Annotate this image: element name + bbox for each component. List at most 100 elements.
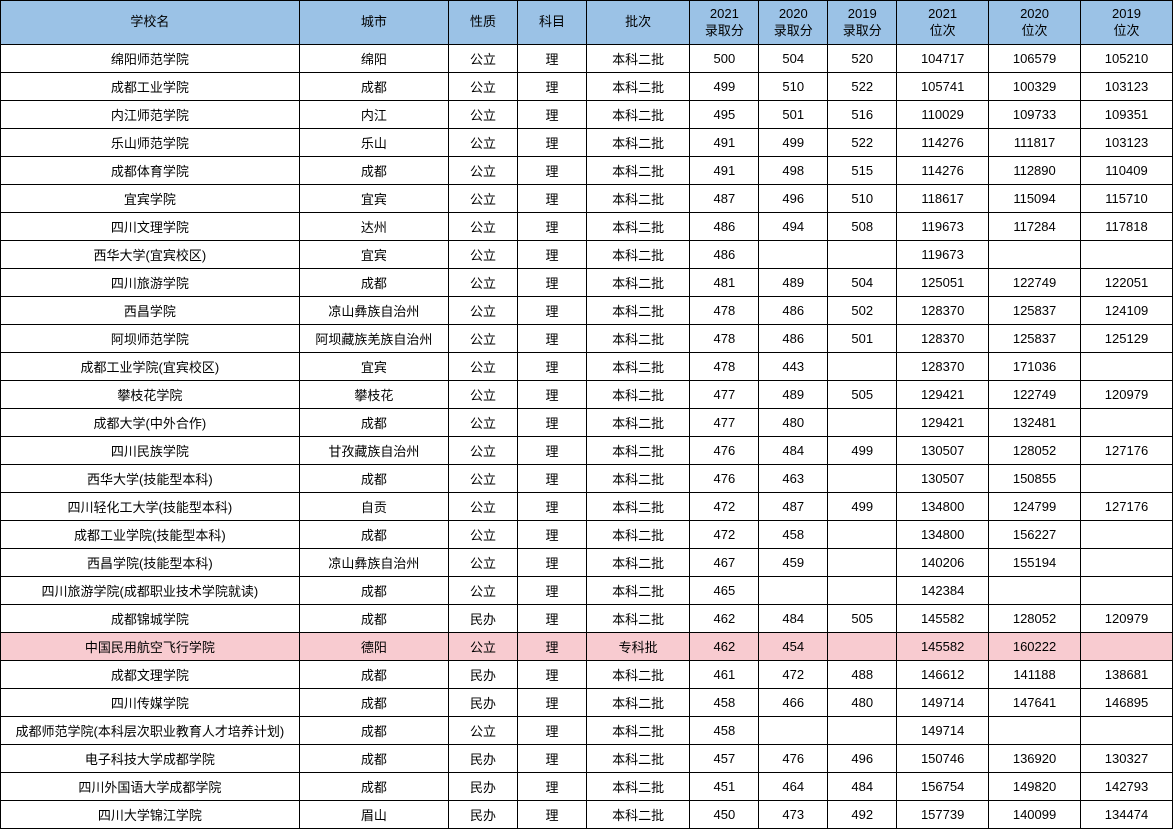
cell-city: 凉山彝族自治州 — [299, 549, 448, 577]
table-row: 西华大学(技能型本科)成都公立理本科二批476463130507150855 — [1, 465, 1173, 493]
cell-score2020: 464 — [759, 773, 828, 801]
cell-subject: 理 — [518, 549, 587, 577]
cell-subject: 理 — [518, 465, 587, 493]
cell-nature: 公立 — [449, 465, 518, 493]
cell-school: 四川外国语大学成都学院 — [1, 773, 300, 801]
cell-school: 成都工业学院(宜宾校区) — [1, 353, 300, 381]
cell-subject: 理 — [518, 773, 587, 801]
cell-score2020: 486 — [759, 325, 828, 353]
cell-score2020: 459 — [759, 549, 828, 577]
cell-nature: 民办 — [449, 605, 518, 633]
cell-score2020: 458 — [759, 521, 828, 549]
cell-rank2021: 129421 — [897, 381, 989, 409]
cell-score2020: 466 — [759, 689, 828, 717]
cell-rank2020: 117284 — [989, 213, 1081, 241]
cell-score2021: 500 — [690, 45, 759, 73]
cell-school: 成都体育学院 — [1, 157, 300, 185]
cell-nature: 公立 — [449, 577, 518, 605]
col-header-score2021: 2021录取分 — [690, 1, 759, 45]
cell-rank2020: 147641 — [989, 689, 1081, 717]
cell-rank2019: 103123 — [1081, 73, 1173, 101]
cell-rank2020: 132481 — [989, 409, 1081, 437]
cell-score2019: 520 — [828, 45, 897, 73]
cell-rank2019: 127176 — [1081, 493, 1173, 521]
cell-rank2019: 127176 — [1081, 437, 1173, 465]
cell-city: 成都 — [299, 745, 448, 773]
cell-nature: 公立 — [449, 297, 518, 325]
cell-rank2021: 145582 — [897, 633, 989, 661]
cell-score2019: 496 — [828, 745, 897, 773]
cell-school: 绵阳师范学院 — [1, 45, 300, 73]
cell-subject: 理 — [518, 269, 587, 297]
cell-subject: 理 — [518, 493, 587, 521]
cell-rank2021: 125051 — [897, 269, 989, 297]
cell-score2019: 499 — [828, 493, 897, 521]
cell-rank2020: 171036 — [989, 353, 1081, 381]
cell-batch: 本科二批 — [586, 185, 689, 213]
cell-batch: 本科二批 — [586, 801, 689, 829]
cell-rank2020 — [989, 577, 1081, 605]
table-row: 攀枝花学院攀枝花公立理本科二批4774895051294211227491209… — [1, 381, 1173, 409]
cell-city: 眉山 — [299, 801, 448, 829]
cell-batch: 本科二批 — [586, 241, 689, 269]
cell-school: 成都文理学院 — [1, 661, 300, 689]
cell-rank2021: 140206 — [897, 549, 989, 577]
cell-score2019 — [828, 465, 897, 493]
cell-score2020: 498 — [759, 157, 828, 185]
col-header-rank2019: 2019位次 — [1081, 1, 1173, 45]
col-header-rank2021: 2021位次 — [897, 1, 989, 45]
cell-rank2021: 105741 — [897, 73, 989, 101]
cell-nature: 公立 — [449, 213, 518, 241]
cell-score2021: 491 — [690, 157, 759, 185]
table-row: 电子科技大学成都学院成都民办理本科二批457476496150746136920… — [1, 745, 1173, 773]
cell-rank2019: 130327 — [1081, 745, 1173, 773]
cell-rank2021: 114276 — [897, 157, 989, 185]
cell-rank2019: 134474 — [1081, 801, 1173, 829]
cell-score2019: 522 — [828, 129, 897, 157]
cell-subject: 理 — [518, 801, 587, 829]
cell-score2019 — [828, 409, 897, 437]
table-row: 宜宾学院宜宾公立理本科二批487496510118617115094115710 — [1, 185, 1173, 213]
cell-rank2020: 140099 — [989, 801, 1081, 829]
cell-subject: 理 — [518, 297, 587, 325]
cell-nature: 公立 — [449, 409, 518, 437]
cell-rank2020: 125837 — [989, 325, 1081, 353]
cell-rank2021: 156754 — [897, 773, 989, 801]
cell-subject: 理 — [518, 241, 587, 269]
cell-subject: 理 — [518, 381, 587, 409]
cell-subject: 理 — [518, 689, 587, 717]
cell-subject: 理 — [518, 157, 587, 185]
table-row: 成都大学(中外合作)成都公立理本科二批477480129421132481 — [1, 409, 1173, 437]
cell-city: 成都 — [299, 409, 448, 437]
col-header-school: 学校名 — [1, 1, 300, 45]
cell-score2019: 484 — [828, 773, 897, 801]
cell-score2019: 480 — [828, 689, 897, 717]
col-header-score2019: 2019录取分 — [828, 1, 897, 45]
cell-school: 成都工业学院 — [1, 73, 300, 101]
cell-score2019: 516 — [828, 101, 897, 129]
cell-rank2021: 114276 — [897, 129, 989, 157]
cell-score2020 — [759, 717, 828, 745]
cell-rank2021: 130507 — [897, 465, 989, 493]
cell-subject: 理 — [518, 73, 587, 101]
cell-batch: 本科二批 — [586, 213, 689, 241]
cell-score2021: 462 — [690, 605, 759, 633]
cell-school: 四川传媒学院 — [1, 689, 300, 717]
cell-rank2019: 124109 — [1081, 297, 1173, 325]
col-header-subject: 科目 — [518, 1, 587, 45]
cell-score2021: 457 — [690, 745, 759, 773]
cell-nature: 公立 — [449, 129, 518, 157]
cell-batch: 本科二批 — [586, 129, 689, 157]
cell-subject: 理 — [518, 185, 587, 213]
cell-rank2020: 115094 — [989, 185, 1081, 213]
cell-rank2019 — [1081, 549, 1173, 577]
cell-score2020: 499 — [759, 129, 828, 157]
cell-batch: 本科二批 — [586, 157, 689, 185]
cell-score2020: 489 — [759, 381, 828, 409]
table-row: 中国民用航空飞行学院德阳公立理专科批462454145582160222 — [1, 633, 1173, 661]
cell-score2020: 489 — [759, 269, 828, 297]
cell-subject: 理 — [518, 325, 587, 353]
table-row: 四川传媒学院成都民办理本科二批4584664801497141476411468… — [1, 689, 1173, 717]
cell-city: 成都 — [299, 773, 448, 801]
cell-school: 宜宾学院 — [1, 185, 300, 213]
